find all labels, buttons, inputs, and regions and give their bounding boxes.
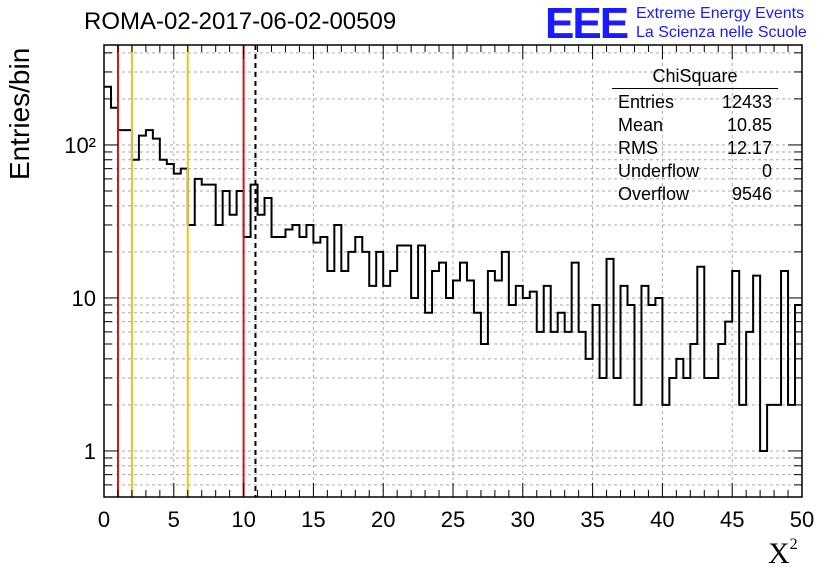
stats-label: Mean	[618, 115, 664, 135]
stats-value: 0	[761, 161, 772, 181]
axis-ticks	[103, 45, 803, 497]
x-tick-label: 0	[98, 507, 110, 532]
x-tick-label: 35	[580, 507, 604, 532]
y-tick-label: 1	[84, 439, 96, 464]
stats-value: 10.85	[726, 115, 772, 135]
stats-label: RMS	[618, 138, 658, 158]
stats-value: 12.17	[726, 138, 772, 158]
chart-title: ROMA-02-2017-06-02-00509	[84, 8, 397, 35]
x-tick-label: 45	[720, 507, 744, 532]
tick-labels: 0 5 10 15 20 25 30 35 40 45 50 1 10 10²	[64, 133, 814, 532]
x-tick-label: 5	[168, 507, 180, 532]
stats-value: 12433	[721, 92, 772, 112]
stats-row: Mean 10.85	[612, 114, 778, 137]
eee-logo: EEE	[545, 0, 629, 48]
x-tick-label: 10	[231, 507, 255, 532]
stats-title: ChiSquare	[612, 66, 778, 89]
stats-label: Overflow	[618, 184, 690, 204]
stats-box: ChiSquare Entries 12433 Mean 10.85 RMS 12.1…	[612, 66, 778, 206]
x-tick-label: 50	[790, 507, 814, 532]
histogram	[104, 85, 802, 452]
stats-row: RMS 12.17	[612, 137, 778, 160]
x-tick-label: 40	[650, 507, 674, 532]
stats-label: Underflow	[618, 161, 700, 181]
stats-label: Entries	[618, 92, 675, 112]
marker-lines	[116, 45, 257, 497]
y-tick-label: 10²	[64, 133, 96, 158]
x-tick-label: 30	[511, 507, 535, 532]
x-tick-label: 15	[301, 507, 325, 532]
stats-row: Underflow 0	[612, 160, 778, 183]
logo-line-2: La Scienza nelle Scuole	[636, 24, 807, 41]
y-axis-label: Entries/bin	[4, 47, 35, 180]
histogram-line	[104, 85, 802, 452]
logo-line-1: Extreme Energy Events	[636, 5, 805, 22]
x-tick-label: 25	[441, 507, 465, 532]
stats-row: Entries 12433	[612, 91, 778, 114]
stats-row: Overflow 9546	[612, 183, 778, 206]
x-axis-label: X2	[768, 536, 798, 570]
y-tick-label: 10	[72, 286, 96, 311]
x-tick-label: 20	[371, 507, 395, 532]
stats-value: 9546	[731, 184, 772, 204]
